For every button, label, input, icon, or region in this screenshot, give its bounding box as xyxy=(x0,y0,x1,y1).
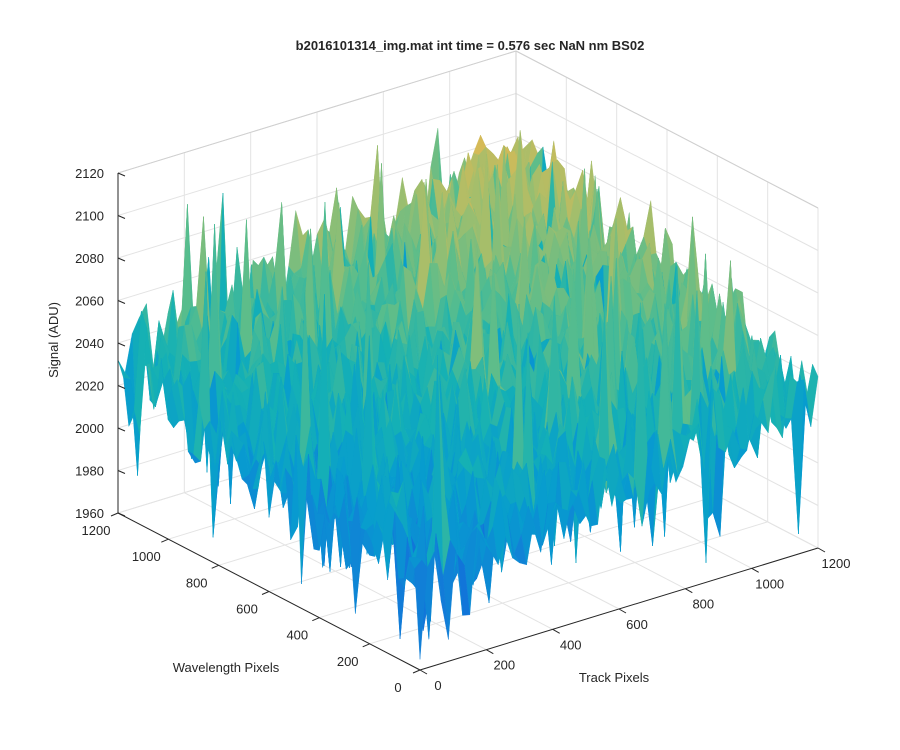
y-tick-label: 800 xyxy=(186,575,208,590)
x-axis-title: Track Pixels xyxy=(579,670,650,685)
y-tick xyxy=(312,617,320,622)
surface-plot xyxy=(117,128,819,660)
x-tick-label: 1200 xyxy=(822,556,851,571)
z-tick xyxy=(117,427,126,432)
x-tick-label: 0 xyxy=(434,678,441,693)
y-tick-label: 1200 xyxy=(82,523,111,538)
grid-line xyxy=(515,135,819,294)
z-tick-label: 2100 xyxy=(75,209,104,224)
z-tick xyxy=(117,300,126,304)
z-tick-label: 2120 xyxy=(75,166,104,181)
z-tick xyxy=(117,172,126,177)
y-tick-label: 1000 xyxy=(132,549,161,564)
box-edge xyxy=(117,50,517,174)
z-tick-label: 2000 xyxy=(75,421,104,436)
x-tick-label: 800 xyxy=(692,597,714,612)
surface-patch xyxy=(805,363,819,428)
x-tick-label: 200 xyxy=(493,658,515,673)
x-tick xyxy=(552,628,560,634)
y-tick-label: 600 xyxy=(236,602,258,617)
y-tick-label: 200 xyxy=(337,654,359,669)
z-axis-title: Signal (ADU) xyxy=(46,302,61,378)
z-tick xyxy=(117,257,126,262)
z-tick xyxy=(117,470,126,474)
tick-labels: 0 200 400 600 800 1000 1200 0 200 400 600 800 1000 12… xyxy=(75,166,850,695)
z-tick-label: 2080 xyxy=(75,251,104,266)
y-tick xyxy=(362,643,370,648)
grid-line xyxy=(515,93,819,251)
y-tick xyxy=(261,591,270,595)
z-tick xyxy=(117,342,126,347)
z-tick xyxy=(117,215,126,219)
y-axis-title: Wavelength Pixels xyxy=(173,660,280,675)
z-tick-label: 2020 xyxy=(75,379,104,394)
x-tick xyxy=(751,567,759,573)
grid-line xyxy=(369,521,768,645)
z-tick xyxy=(117,512,126,517)
x-tick-label: 600 xyxy=(626,617,648,632)
grid-line xyxy=(117,93,517,216)
z-tick-label: 1960 xyxy=(75,506,104,521)
tick-marks xyxy=(110,172,826,675)
z-tick-label: 1980 xyxy=(75,464,104,479)
z-tick-label: 2040 xyxy=(75,336,104,351)
grid-line xyxy=(117,135,517,259)
z-tick-label: 2060 xyxy=(75,294,104,309)
x-tick-label: 400 xyxy=(560,637,582,652)
y-tick-label: 0 xyxy=(394,680,401,695)
surface-patch xyxy=(414,559,428,660)
x-tick xyxy=(419,669,428,675)
y-tick xyxy=(412,669,421,674)
y-tick-label: 400 xyxy=(286,628,308,643)
x-tick xyxy=(817,547,826,553)
x-tick xyxy=(685,588,693,594)
y-tick xyxy=(211,564,219,569)
z-tick xyxy=(117,385,126,389)
x-tick xyxy=(486,649,494,655)
y-tick xyxy=(161,538,169,543)
x-tick-label: 1000 xyxy=(755,576,784,591)
box-edge xyxy=(515,50,819,209)
chart-title: b2016101314_img.mat int time = 0.576 sec… xyxy=(296,38,645,53)
y-tick xyxy=(110,512,119,517)
x-tick xyxy=(618,608,627,614)
